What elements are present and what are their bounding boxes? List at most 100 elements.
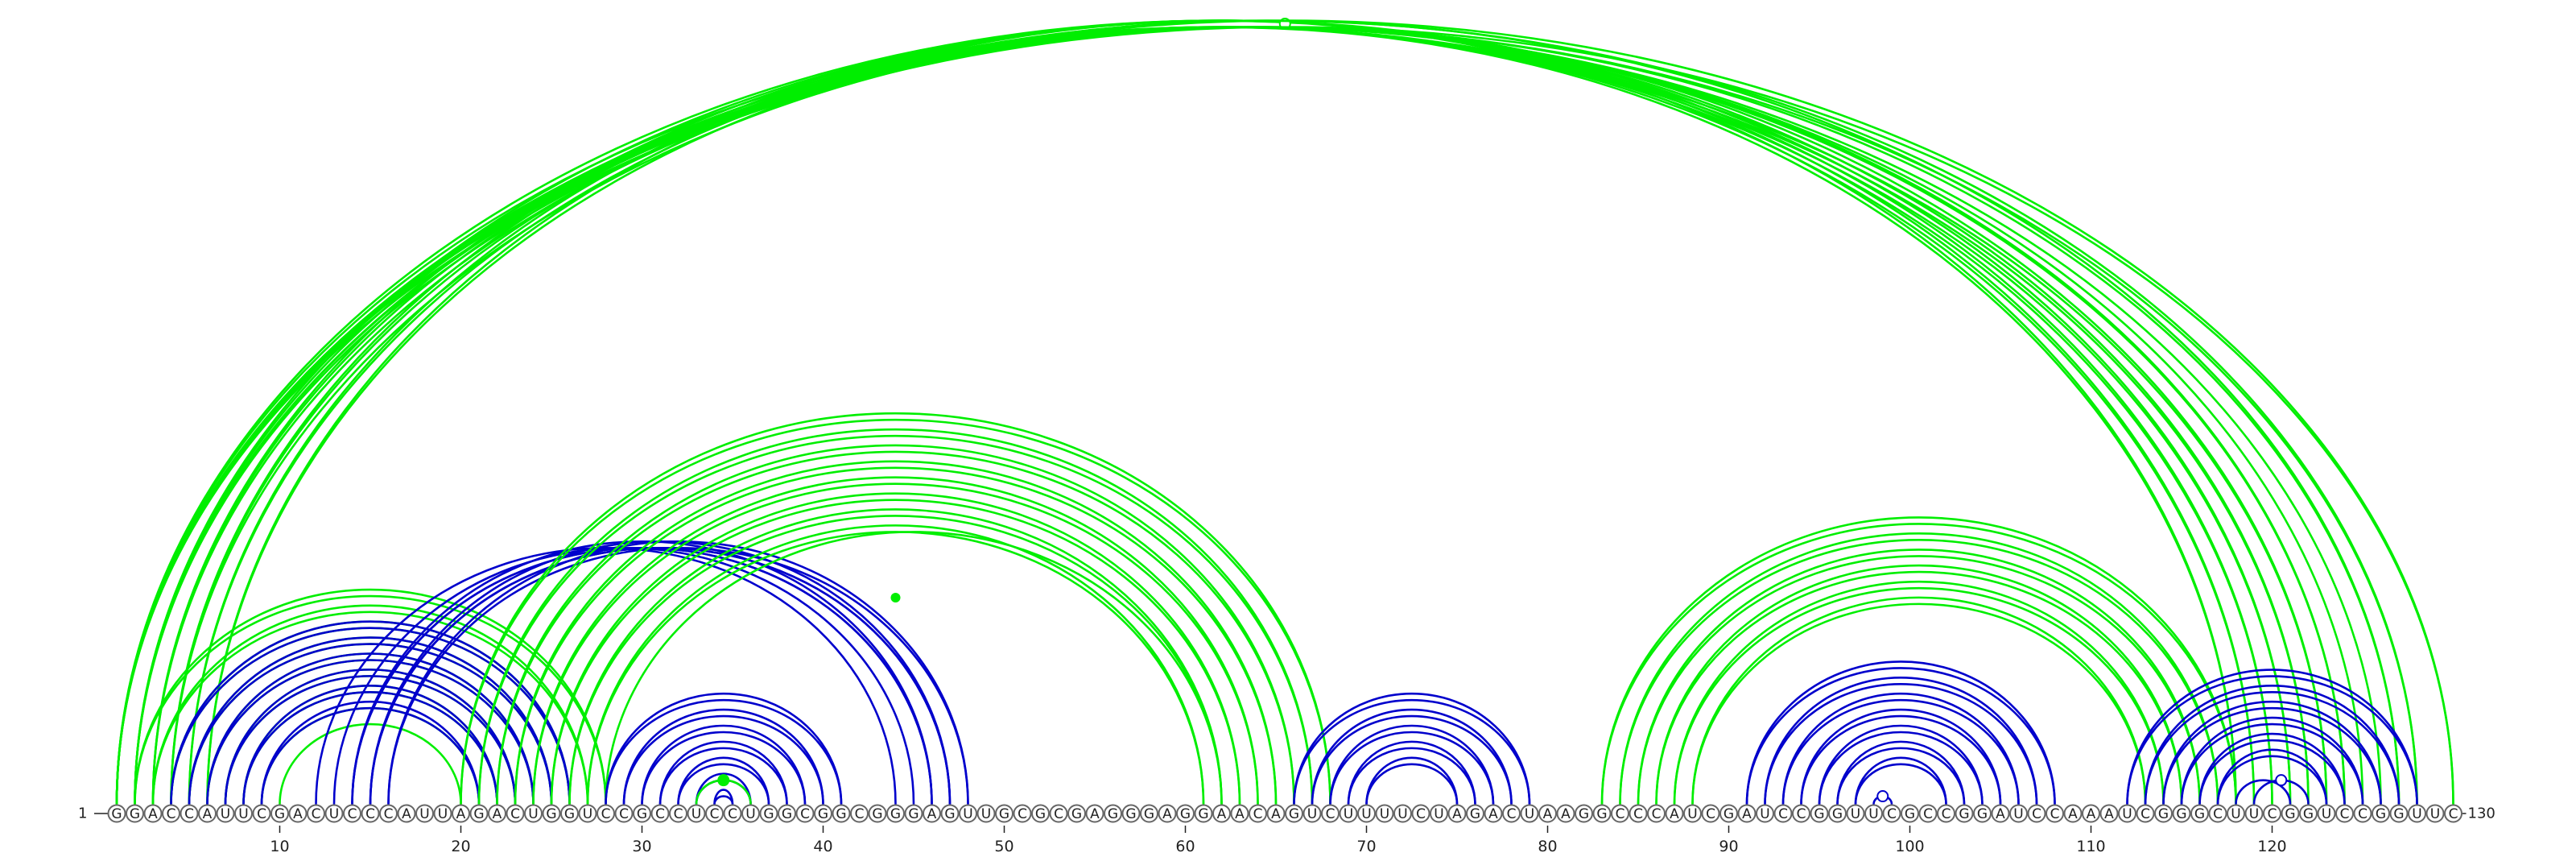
base-pair-arc — [460, 418, 1331, 805]
base-letter: U — [1344, 806, 1353, 822]
base-pair-arc — [260, 706, 481, 805]
tick-label: 100 — [1895, 838, 1924, 855]
base-circle — [1502, 804, 1521, 823]
base-letter: G — [1832, 806, 1843, 822]
base-circle — [1212, 804, 1231, 823]
base-circle — [1430, 804, 1448, 823]
base-circle — [524, 804, 543, 823]
base-letter: U — [2249, 806, 2259, 822]
base-letter: U — [2412, 806, 2421, 822]
base-letter: G — [890, 806, 901, 822]
base-circle — [1104, 804, 1122, 823]
base-circle — [1321, 804, 1340, 823]
base-circle — [2372, 804, 2390, 823]
base-pair-arc — [188, 643, 553, 805]
base-circle — [2335, 804, 2354, 823]
base-pair-arc — [369, 540, 952, 805]
base-pair-arc — [2126, 669, 2418, 805]
base-pair-arc — [1764, 683, 2038, 805]
base-circle — [506, 804, 525, 823]
base-pair-arc — [115, 19, 2328, 805]
base-letter: C — [2268, 806, 2277, 822]
base-pair-arc — [1691, 602, 2147, 805]
base-pair-arc — [677, 756, 770, 805]
base-circle — [1846, 804, 1865, 823]
base-letter: G — [546, 806, 556, 822]
base-pair-arc — [1293, 692, 1531, 805]
base-circle — [1629, 804, 1648, 823]
base-letter: G — [2393, 806, 2404, 822]
base-letter: G — [1959, 806, 1969, 822]
base-letter: U — [745, 806, 755, 822]
base-circle — [687, 804, 706, 823]
base-letter: U — [1868, 806, 1878, 822]
base-circle — [1810, 804, 1829, 823]
base-letter: C — [601, 806, 611, 822]
base-circle — [307, 804, 325, 823]
base-pair-arc — [1600, 516, 2237, 805]
base-pair-arc — [170, 19, 2273, 805]
base-letter: U — [2122, 806, 2132, 822]
base-circle — [2046, 804, 2064, 823]
base-circle — [705, 804, 724, 823]
base-circle — [2281, 804, 2300, 823]
base-circle — [904, 804, 923, 823]
base-letter: A — [148, 806, 158, 822]
base-letter: G — [1470, 806, 1480, 822]
base-pair-arc — [1365, 763, 1459, 805]
base-letter: C — [1923, 806, 1933, 822]
base-letter: U — [238, 806, 248, 822]
tick-label: 120 — [2257, 838, 2286, 855]
base-letter: C — [800, 806, 810, 822]
base-circle — [2444, 804, 2462, 823]
base-pair-arc — [1655, 564, 2183, 805]
base-letter: C — [1942, 806, 1951, 822]
base-circle — [2208, 804, 2227, 823]
base-circle — [1973, 804, 1992, 823]
base-letter: G — [130, 806, 140, 822]
base-circle — [180, 804, 199, 823]
base-pair-arc — [224, 669, 517, 805]
base-letter: A — [927, 806, 937, 822]
base-circle — [1375, 804, 1394, 823]
base-pair-arc — [460, 412, 1331, 805]
base-circle — [1230, 804, 1249, 823]
base-pair-arc — [170, 26, 2346, 805]
base-pair-arc — [1293, 698, 1531, 805]
base-letter: G — [1579, 806, 1589, 822]
base-letter: A — [1452, 806, 1462, 822]
base-pair-arc — [1836, 747, 1966, 805]
base-letter: A — [293, 806, 303, 822]
base-pair-arc — [2216, 748, 2328, 805]
base-circle — [252, 804, 271, 823]
base-circle — [2317, 804, 2336, 823]
tick-label: 40 — [813, 838, 832, 855]
base-letter: G — [275, 806, 285, 822]
base-letter: C — [2340, 806, 2350, 822]
base-pair-arc — [658, 747, 788, 805]
base-pair-arc — [1854, 756, 1947, 805]
base-circle — [234, 804, 253, 823]
base-pair-arc — [1347, 747, 1476, 805]
base-letter: G — [564, 806, 575, 822]
base-pair-arc — [1800, 714, 2002, 805]
arc-marker — [717, 774, 730, 787]
base-letter: G — [1108, 806, 1118, 822]
base-letter: G — [1814, 806, 1824, 822]
base-pair-arc — [1673, 580, 2165, 805]
base-circle — [452, 804, 470, 823]
base-circle — [1719, 804, 1738, 823]
base-pair-arc — [279, 722, 462, 805]
base-letter: C — [184, 806, 194, 822]
base-letter: G — [1596, 806, 1607, 822]
base-pair-arc — [1781, 698, 2020, 805]
base-circle — [1520, 804, 1539, 823]
base-circle — [578, 804, 597, 823]
base-letter: G — [2176, 806, 2186, 822]
base-pair-arc — [532, 482, 1259, 805]
base-letter: G — [2194, 806, 2205, 822]
base-circle — [1792, 804, 1810, 823]
base-letter: G — [637, 806, 647, 822]
base-letter: A — [1217, 806, 1227, 822]
base-circle — [1955, 804, 1974, 823]
